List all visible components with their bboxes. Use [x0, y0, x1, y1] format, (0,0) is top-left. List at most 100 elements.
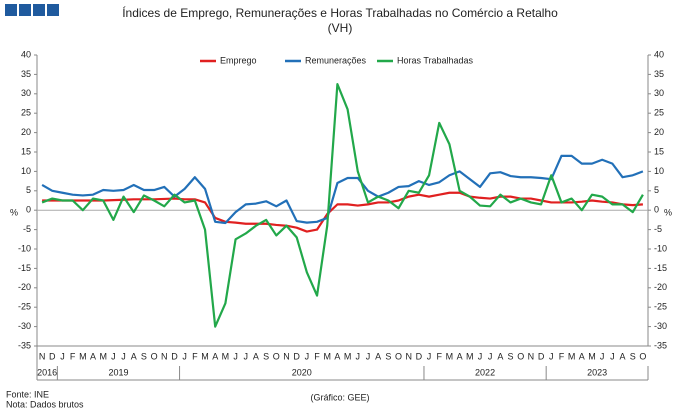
legend-label: Emprego [220, 55, 257, 65]
logo-block [19, 4, 31, 16]
x-tick-label: M [588, 351, 596, 361]
y2-tick-label: 35 [654, 69, 664, 79]
x-tick-label: A [457, 351, 463, 361]
logo-block [47, 4, 59, 16]
x-tick-label: A [334, 351, 340, 361]
legend-label: Remunerações [305, 55, 367, 65]
x-tick-label: J [182, 351, 187, 361]
x-tick-label: A [131, 351, 137, 361]
x-tick-label: O [517, 351, 524, 361]
credit: (Gráfico: GEE) [310, 392, 369, 402]
x-tick-label: J [244, 351, 249, 361]
year-label: 2022 [475, 367, 495, 377]
x-tick-label: J [366, 351, 371, 361]
logo-block [5, 4, 17, 16]
x-tick-label: J [427, 351, 432, 361]
x-tick-label: S [630, 351, 636, 361]
x-tick-label: A [620, 351, 626, 361]
x-tick-label: D [49, 351, 56, 361]
x-tick-label: N [39, 351, 46, 361]
y2-tick-label: 20 [654, 127, 664, 137]
x-tick-label: M [201, 351, 209, 361]
x-tick-label: N [405, 351, 412, 361]
logo-block [33, 4, 45, 16]
y-tick-label: -30 [18, 321, 31, 331]
year-label: 2020 [292, 367, 312, 377]
y-axis-label: % [10, 207, 18, 217]
x-tick-label: A [497, 351, 503, 361]
x-tick-label: F [70, 351, 76, 361]
chart-subtitle: (VH) [328, 21, 353, 35]
x-tick-label: N [283, 351, 290, 361]
x-tick-label: D [171, 351, 178, 361]
x-tick-label: J [549, 351, 554, 361]
x-tick-label: D [538, 351, 545, 361]
x-tick-label: F [314, 351, 320, 361]
x-tick-label: J [478, 351, 483, 361]
x-tick-label: S [508, 351, 514, 361]
year-label: 2019 [108, 367, 128, 377]
year-label: 2023 [587, 367, 607, 377]
source: Fonte: INE [6, 389, 49, 399]
y2-tick-label: -15 [654, 263, 667, 273]
x-tick-label: J [233, 351, 238, 361]
y-tick-label: -35 [18, 340, 31, 350]
x-tick-label: M [344, 351, 352, 361]
series-line [41, 83, 644, 328]
x-tick-label: F [192, 351, 198, 361]
y-tick-label: 35 [21, 69, 31, 79]
y2-tick-label: 15 [654, 146, 664, 156]
x-tick-label: N [161, 351, 168, 361]
x-tick-label: O [639, 351, 646, 361]
y2-tick-label: -35 [654, 340, 667, 350]
y-tick-label: 30 [21, 88, 31, 98]
x-tick-label: O [395, 351, 402, 361]
y2-tick-label: -10 [654, 243, 667, 253]
x-tick-label: A [375, 351, 381, 361]
y-tick-label: 15 [21, 146, 31, 156]
x-tick-label: M [79, 351, 87, 361]
x-tick-label: F [559, 351, 565, 361]
y2-tick-label: 30 [654, 88, 664, 98]
x-tick-label: N [528, 351, 535, 361]
y2-tick-label: 10 [654, 166, 664, 176]
x-tick-label: J [488, 351, 493, 361]
x-tick-label: O [151, 351, 158, 361]
x-tick-label: M [446, 351, 454, 361]
year-label: 2016 [37, 367, 57, 377]
x-tick-label: F [436, 351, 442, 361]
y2-tick-label: -30 [654, 321, 667, 331]
x-tick-label: D [416, 351, 423, 361]
x-tick-label: A [253, 351, 259, 361]
x-tick-label: J [356, 351, 361, 361]
x-tick-label: M [99, 351, 107, 361]
y-tick-label: 20 [21, 127, 31, 137]
y-tick-label: 5 [26, 185, 31, 195]
y-tick-label: 10 [21, 166, 31, 176]
x-tick-label: S [263, 351, 269, 361]
x-tick-label: A [579, 351, 585, 361]
series-line [41, 154, 644, 225]
y2-tick-label: -20 [654, 282, 667, 292]
x-tick-label: M [222, 351, 230, 361]
x-tick-label: A [90, 351, 96, 361]
x-tick-label: J [121, 351, 126, 361]
y-tick-label: -25 [18, 302, 31, 312]
y-tick-label: -20 [18, 282, 31, 292]
legend-label: Horas Trabalhadas [397, 55, 474, 65]
chart-title: Índices de Emprego, Remunerações e Horas… [122, 5, 558, 20]
x-tick-label: D [293, 351, 300, 361]
x-tick-label: A [212, 351, 218, 361]
y2-axis-label: % [664, 207, 672, 217]
x-tick-label: J [60, 351, 65, 361]
x-tick-label: S [385, 351, 391, 361]
y2-tick-label: -25 [654, 302, 667, 312]
x-tick-label: M [568, 351, 576, 361]
x-tick-label: M [323, 351, 331, 361]
x-tick-label: O [273, 351, 280, 361]
y2-tick-label: 40 [654, 49, 664, 59]
y-tick-label: -5 [23, 224, 31, 234]
series-line [42, 191, 643, 233]
y2-tick-label: 25 [654, 108, 664, 118]
